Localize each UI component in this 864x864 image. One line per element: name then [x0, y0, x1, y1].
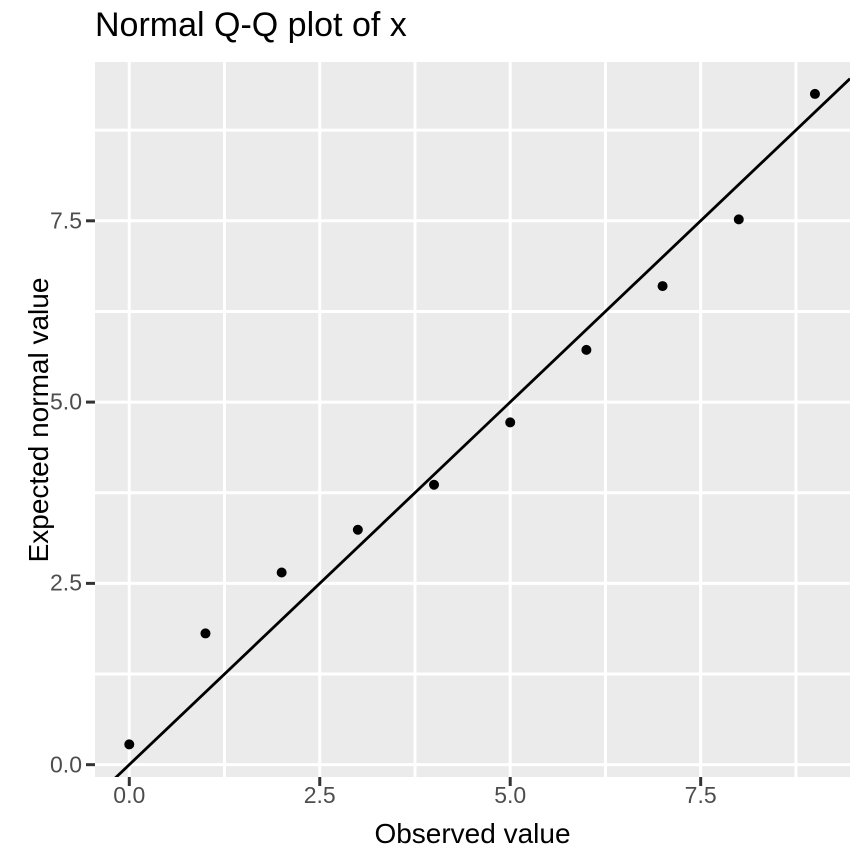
- y-tick-label: 2.5: [50, 569, 82, 596]
- chart-title: Normal Q-Q plot of x: [95, 6, 407, 44]
- y-tick-label: 5.0: [50, 388, 82, 415]
- data-point: [429, 479, 440, 490]
- y-tick-label: 7.5: [50, 207, 82, 234]
- data-point: [352, 524, 363, 535]
- data-point: [733, 214, 744, 225]
- y-axis-title: Expected normal value: [23, 277, 54, 563]
- data-point: [276, 567, 287, 578]
- data-points: [124, 88, 820, 750]
- data-point: [581, 344, 592, 355]
- x-axis-title: Observed value: [374, 818, 571, 849]
- gridlines-minor: [95, 62, 850, 777]
- x-tick-label: 0.0: [113, 782, 146, 808]
- y-tick-label: 0.0: [50, 751, 82, 778]
- data-point: [124, 739, 135, 750]
- axis-tick-marks: [86, 219, 703, 786]
- panel-background: [95, 62, 850, 777]
- reference-line: [114, 77, 850, 777]
- x-tick-label: 2.5: [303, 782, 336, 808]
- x-tick-label: 7.5: [684, 782, 717, 808]
- qq-reference-line: [114, 77, 850, 777]
- x-tick-label: 5.0: [494, 782, 527, 808]
- data-point: [809, 88, 820, 99]
- data-point: [505, 417, 516, 428]
- data-point: [657, 281, 668, 292]
- data-point: [200, 628, 211, 639]
